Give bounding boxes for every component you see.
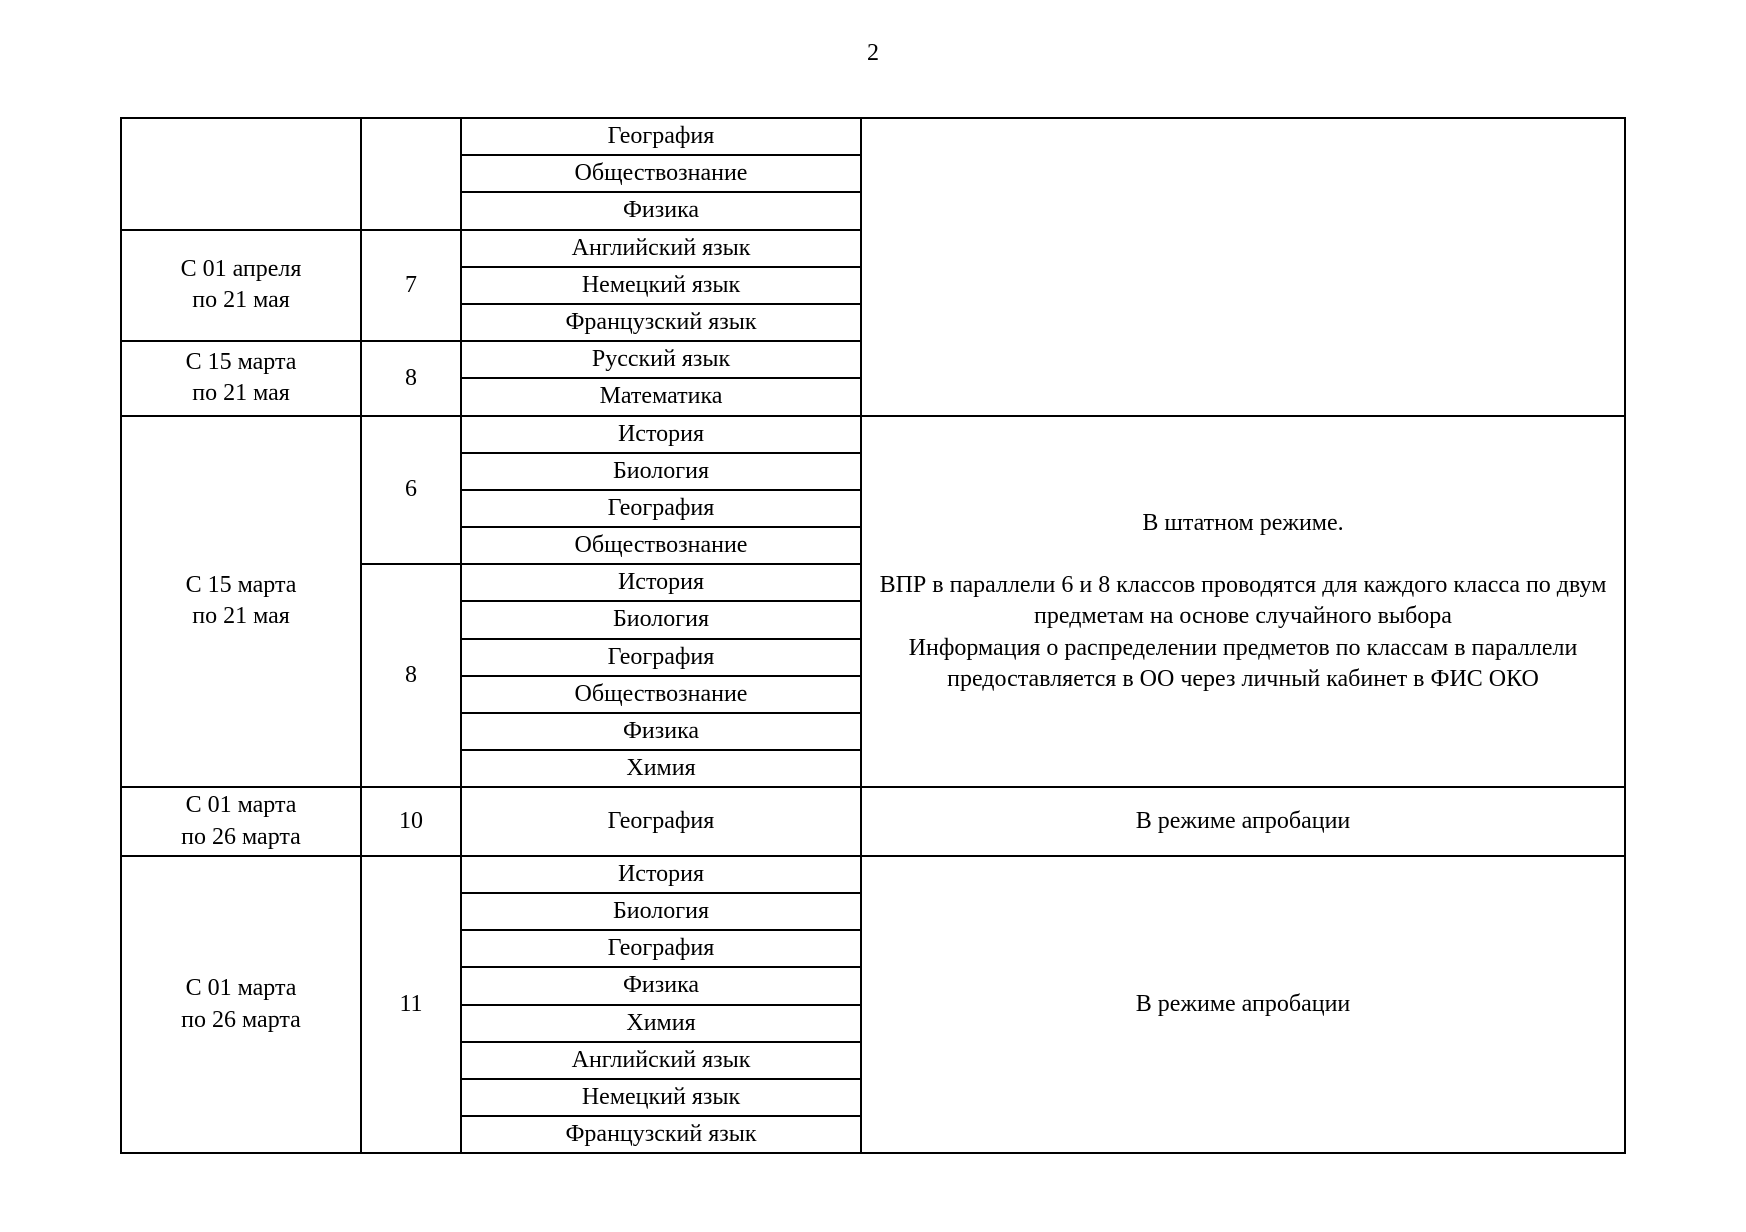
period-cell: С 01 апреля по 21 мая	[121, 230, 361, 342]
subject-cell: География	[461, 490, 861, 527]
subject-cell: Английский язык	[461, 1042, 861, 1079]
table-row: С 01 марта по 26 марта11ИсторияВ режиме …	[121, 856, 1625, 893]
subject-cell: Обществознание	[461, 155, 861, 192]
note-cell: В штатном режиме. ВПР в параллели 6 и 8 …	[861, 416, 1625, 788]
subject-cell: Биология	[461, 893, 861, 930]
grade-cell: 6	[361, 416, 461, 565]
subject-cell: Немецкий язык	[461, 267, 861, 304]
period-cell	[121, 118, 361, 230]
subject-cell: Русский язык	[461, 341, 861, 378]
grade-cell: 8	[361, 564, 461, 787]
subject-cell: Физика	[461, 713, 861, 750]
period-cell: С 01 марта по 26 марта	[121, 787, 361, 855]
subject-cell: Математика	[461, 378, 861, 415]
subject-cell: Физика	[461, 967, 861, 1004]
subject-cell: География	[461, 787, 861, 855]
table-row: С 01 марта по 26 марта10ГеографияВ режим…	[121, 787, 1625, 855]
table-row: География	[121, 118, 1625, 155]
page-number: 2	[120, 40, 1626, 67]
note-cell: В режиме апробации	[861, 856, 1625, 1154]
schedule-table: ГеографияОбществознаниеФизикаС 01 апреля…	[120, 117, 1626, 1154]
grade-cell: 11	[361, 856, 461, 1154]
subject-cell: География	[461, 930, 861, 967]
subject-cell: История	[461, 856, 861, 893]
subject-cell: История	[461, 416, 861, 453]
subject-cell: Биология	[461, 453, 861, 490]
subject-cell: История	[461, 564, 861, 601]
document-page: 2 ГеографияОбществознаниеФизикаС 01 апре…	[0, 0, 1746, 1232]
subject-cell: Обществознание	[461, 676, 861, 713]
subject-cell: География	[461, 639, 861, 676]
table-row: С 15 марта по 21 мая6ИсторияВ штатном ре…	[121, 416, 1625, 453]
period-cell: С 01 марта по 26 марта	[121, 856, 361, 1154]
subject-cell: Физика	[461, 192, 861, 229]
subject-cell: Французский язык	[461, 304, 861, 341]
subject-cell: Английский язык	[461, 230, 861, 267]
subject-cell: География	[461, 118, 861, 155]
note-cell: В режиме апробации	[861, 787, 1625, 855]
subject-cell: Обществознание	[461, 527, 861, 564]
note-cell	[861, 118, 1625, 416]
subject-cell: Немецкий язык	[461, 1079, 861, 1116]
subject-cell: Французский язык	[461, 1116, 861, 1153]
subject-cell: Химия	[461, 1005, 861, 1042]
grade-cell: 10	[361, 787, 461, 855]
grade-cell: 8	[361, 341, 461, 415]
grade-cell	[361, 118, 461, 230]
subject-cell: Химия	[461, 750, 861, 787]
subject-cell: Биология	[461, 601, 861, 638]
period-cell: С 15 марта по 21 мая	[121, 416, 361, 788]
period-cell: С 15 марта по 21 мая	[121, 341, 361, 415]
grade-cell: 7	[361, 230, 461, 342]
